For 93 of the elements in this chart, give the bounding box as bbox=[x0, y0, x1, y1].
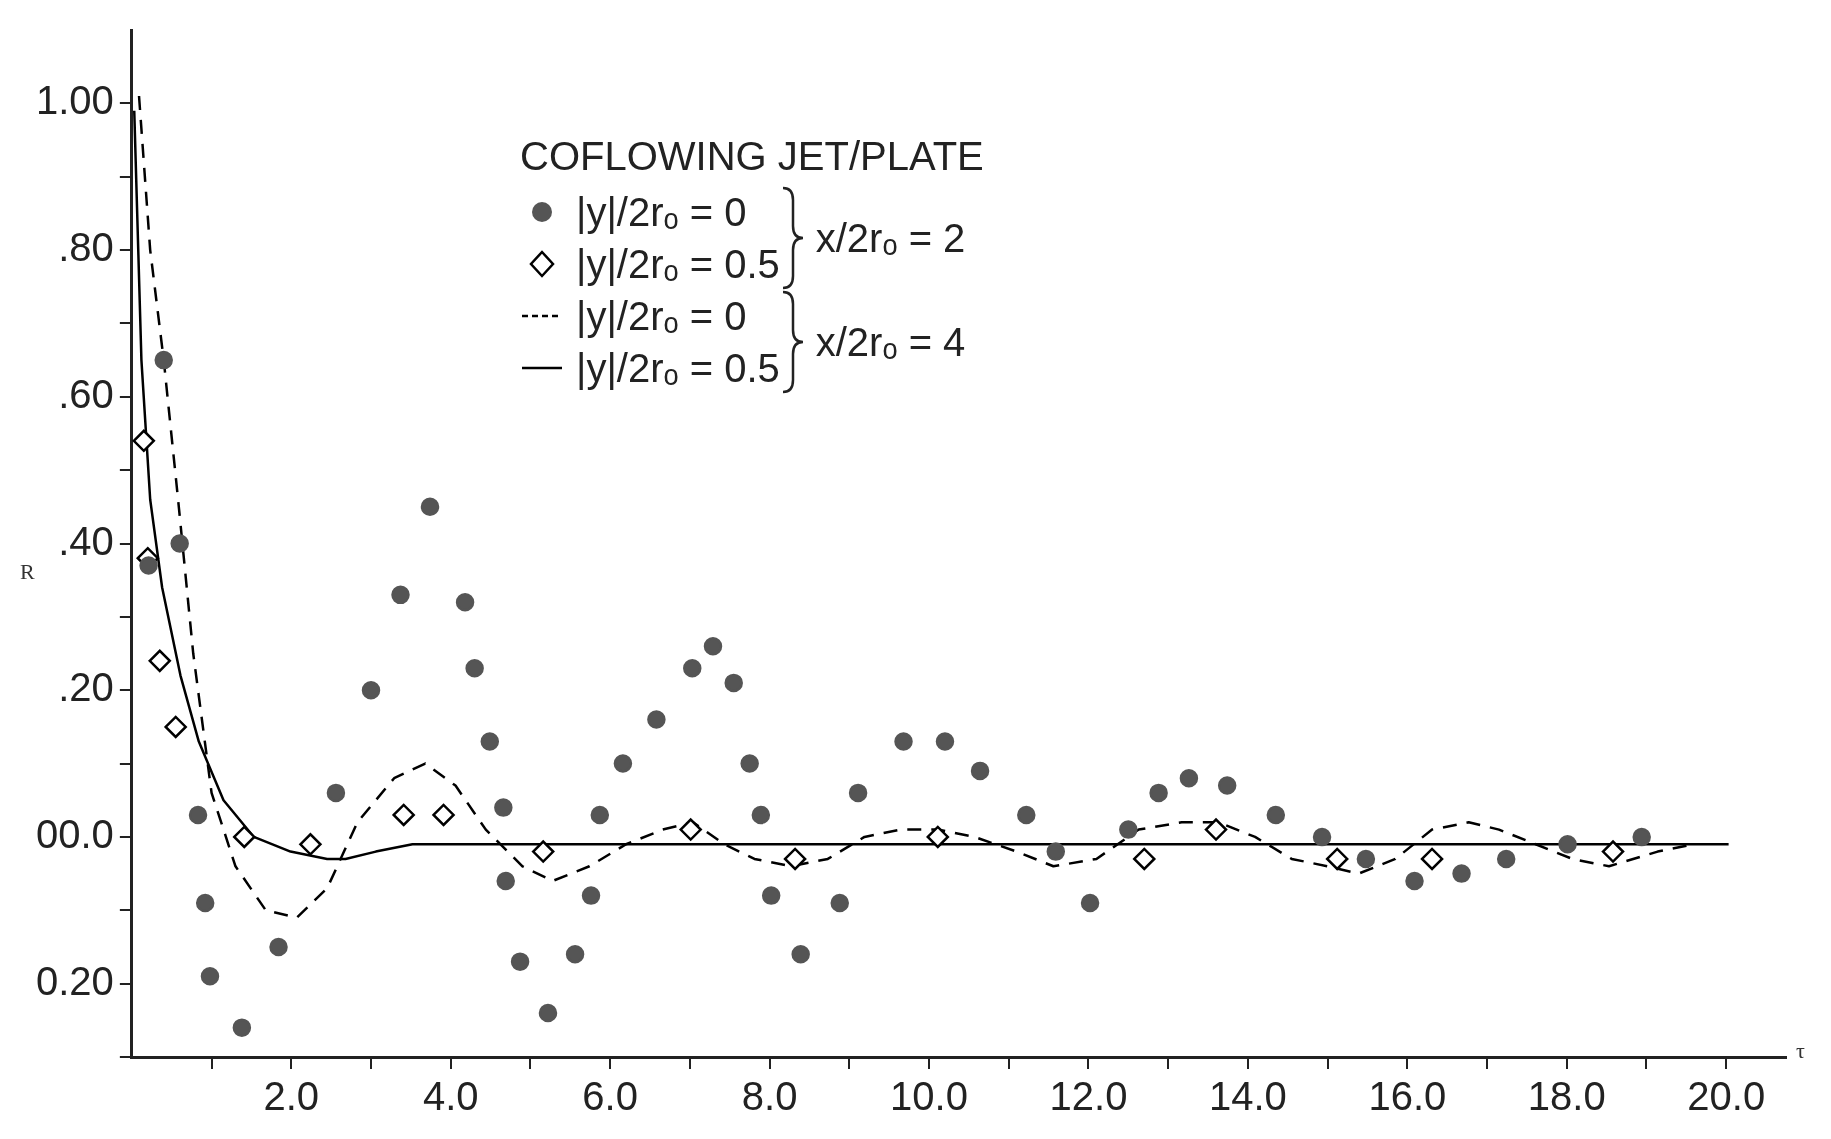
point bbox=[740, 754, 759, 773]
point bbox=[1405, 871, 1424, 891]
point bbox=[154, 350, 173, 370]
y-tick-label: 1.00 bbox=[35, 78, 114, 123]
point bbox=[164, 715, 187, 739]
point bbox=[391, 585, 410, 605]
point bbox=[1204, 818, 1228, 841]
point bbox=[590, 805, 610, 825]
point bbox=[761, 886, 781, 905]
x-tick-label: 20.0 bbox=[1687, 1074, 1766, 1119]
point bbox=[139, 556, 158, 575]
point bbox=[531, 840, 555, 863]
point bbox=[538, 1003, 558, 1023]
point bbox=[455, 592, 475, 612]
x-tick-label: 18.0 bbox=[1527, 1074, 1606, 1119]
x-tick-label: 6.0 bbox=[582, 1074, 638, 1119]
point bbox=[1046, 842, 1066, 861]
point bbox=[1496, 849, 1516, 869]
point bbox=[1356, 849, 1376, 869]
point bbox=[1420, 847, 1444, 871]
point bbox=[1017, 805, 1036, 825]
y-tick-label: .60 bbox=[58, 371, 114, 416]
y-tick-label: 00.0 bbox=[35, 811, 114, 856]
point bbox=[703, 636, 723, 656]
point bbox=[1119, 820, 1138, 839]
point bbox=[494, 798, 513, 817]
point bbox=[926, 825, 950, 849]
point bbox=[269, 937, 288, 957]
point bbox=[200, 967, 220, 986]
point bbox=[361, 680, 381, 700]
point bbox=[565, 945, 585, 964]
point bbox=[1080, 893, 1100, 913]
point bbox=[1558, 835, 1577, 854]
point bbox=[233, 825, 256, 849]
x-tick-label: 14.0 bbox=[1208, 1074, 1287, 1119]
y-tick-label: .40 bbox=[58, 518, 114, 563]
legend-label: |y|/2rₒ = 0.5 bbox=[576, 241, 780, 288]
point bbox=[1133, 847, 1156, 871]
point bbox=[480, 732, 500, 751]
x-tick-label: 16.0 bbox=[1368, 1074, 1447, 1119]
y-tick-label: .80 bbox=[58, 225, 114, 270]
x-tick-label: 12.0 bbox=[1049, 1074, 1128, 1119]
point bbox=[830, 893, 849, 913]
point bbox=[1312, 827, 1332, 847]
x-tick-label: 4.0 bbox=[422, 1074, 479, 1119]
point bbox=[1217, 776, 1237, 795]
point bbox=[581, 886, 601, 905]
y-tick-label: 0.20 bbox=[35, 958, 114, 1003]
annotation: x/2rₒ = 2 bbox=[815, 215, 966, 262]
y-tick-label: .20 bbox=[58, 665, 114, 710]
x-tick-label: 8.0 bbox=[741, 1074, 798, 1119]
point bbox=[188, 805, 208, 825]
point bbox=[1179, 768, 1199, 788]
point bbox=[170, 534, 189, 553]
legend-label: |y|/2rₒ = 0 bbox=[576, 293, 747, 340]
point bbox=[1149, 783, 1168, 803]
point bbox=[1266, 805, 1286, 825]
legend-label: |y|/2rₒ = 0 bbox=[576, 189, 747, 236]
point bbox=[783, 847, 807, 871]
point bbox=[1632, 827, 1651, 847]
point bbox=[326, 783, 346, 803]
point bbox=[132, 429, 156, 453]
point bbox=[420, 497, 440, 517]
x-tick-label: 2.0 bbox=[263, 1074, 320, 1119]
point bbox=[232, 1018, 252, 1037]
point bbox=[894, 732, 913, 751]
point bbox=[1452, 864, 1471, 883]
x-axis-title: τ bbox=[1796, 1037, 1805, 1063]
point bbox=[683, 658, 702, 678]
point bbox=[299, 833, 322, 856]
x-tick-label: 10.0 bbox=[890, 1074, 968, 1119]
annotation: x/2rₒ = 4 bbox=[815, 319, 966, 366]
legend-label: |y|/2rₒ = 0.5 bbox=[576, 345, 780, 392]
point bbox=[724, 673, 743, 693]
point bbox=[791, 945, 810, 964]
point bbox=[392, 803, 415, 827]
point bbox=[751, 805, 771, 825]
point bbox=[970, 761, 990, 781]
point bbox=[148, 649, 171, 673]
point bbox=[465, 658, 484, 678]
point bbox=[496, 871, 515, 891]
point bbox=[1601, 840, 1625, 863]
legend-title: COFLOWING JET/PLATE bbox=[520, 133, 984, 180]
point bbox=[935, 732, 955, 751]
point bbox=[510, 952, 530, 971]
point bbox=[647, 710, 666, 729]
point bbox=[613, 754, 633, 773]
y-axis-title: R bbox=[20, 559, 35, 585]
point bbox=[1325, 847, 1349, 871]
point bbox=[195, 893, 215, 913]
point bbox=[848, 783, 868, 803]
point bbox=[432, 803, 455, 827]
point bbox=[679, 818, 702, 841]
